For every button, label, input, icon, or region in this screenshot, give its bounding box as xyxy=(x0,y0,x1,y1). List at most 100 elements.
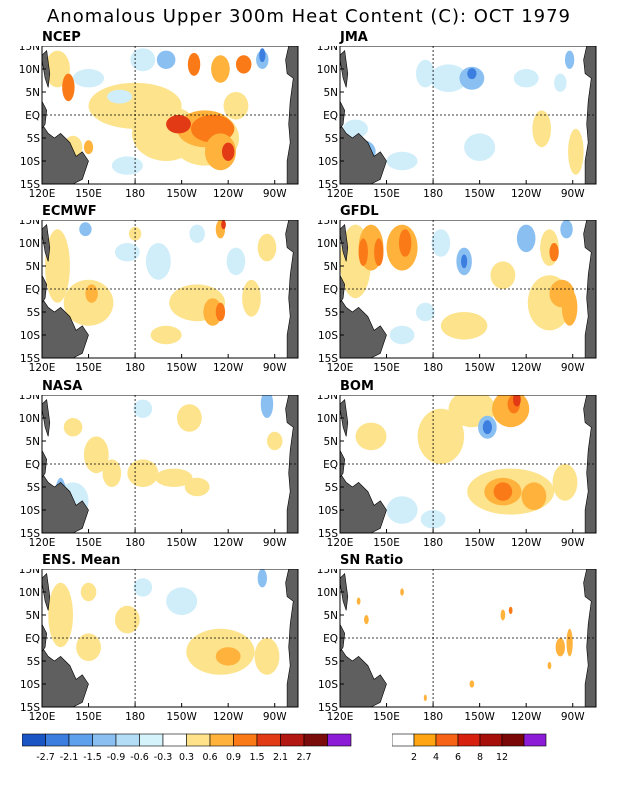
panel-title: ECMWF xyxy=(42,204,97,219)
anomaly-contour xyxy=(226,247,246,276)
anomaly-contour xyxy=(166,115,191,134)
lon-tick-label: 120E xyxy=(29,362,56,374)
lat-tick-label: 15S xyxy=(318,702,338,714)
anomaly-contour xyxy=(467,68,477,80)
anomaly-contour xyxy=(80,582,97,602)
anomaly-contour xyxy=(73,69,105,88)
colorbar-label: -1.5 xyxy=(83,752,102,763)
colorbar-label: 0.3 xyxy=(179,752,194,763)
lat-tick-label: 10N xyxy=(19,587,40,599)
anomaly-contour xyxy=(156,50,176,69)
lat-tick-label: 5S xyxy=(325,482,339,494)
lon-tick-label: 150W xyxy=(166,362,197,374)
panel-title: SN Ratio xyxy=(340,553,404,568)
anomaly-contour xyxy=(398,229,412,257)
colorbar-label: 1.5 xyxy=(249,752,264,763)
lon-tick-label: 120W xyxy=(213,188,244,200)
lat-tick-label: EQ xyxy=(25,459,40,471)
colorbar-swatch xyxy=(233,733,258,747)
colorbar-swatch xyxy=(413,733,437,747)
lon-tick-label: 150E xyxy=(75,711,102,723)
lat-tick-label: 10N xyxy=(317,587,338,599)
panel-title: NASA xyxy=(42,379,83,394)
colorbar-label: 12 xyxy=(496,752,508,763)
panel-title: BOM xyxy=(340,379,374,394)
anomaly-contour xyxy=(386,496,418,524)
lon-tick-label: 120W xyxy=(511,362,542,374)
colorbar-label: 4 xyxy=(433,752,439,763)
colorbar-label: 0.6 xyxy=(202,752,217,763)
land-mass xyxy=(42,472,89,533)
lon-tick-label: 150E xyxy=(373,711,400,723)
anomaly-contour xyxy=(356,597,361,605)
anomaly-contour xyxy=(254,638,280,675)
lat-tick-label: EQ xyxy=(323,110,338,122)
lat-tick-label: 15S xyxy=(20,528,40,540)
anomaly-contour xyxy=(431,229,451,257)
colorbar-swatch xyxy=(501,733,525,747)
colorbar-label: 2.7 xyxy=(296,752,311,763)
lat-tick-label: 15N xyxy=(19,569,40,576)
anomaly-contour xyxy=(555,638,565,657)
colorbar-label: 2.1 xyxy=(273,752,288,763)
anomaly-contour xyxy=(547,661,552,670)
anomaly-colorbar: -2.7 -2.1 -1.5 -0.9 -0.6 -0.3 0.3 0.6 0.9 1.5 2.1 2… xyxy=(22,733,352,763)
anomaly-contour xyxy=(500,609,506,621)
anomaly-contour xyxy=(440,312,488,340)
anomaly-contour xyxy=(45,50,70,88)
anomaly-contour xyxy=(187,52,201,76)
lon-tick-label: 120E xyxy=(327,188,354,200)
anomaly-contour xyxy=(416,302,435,322)
anomaly-contour xyxy=(566,628,573,657)
anomaly-contour xyxy=(364,615,369,625)
lat-tick-label: 15S xyxy=(318,353,338,365)
lon-tick-label: 180 xyxy=(423,188,443,200)
lon-tick-label: 120E xyxy=(327,362,354,374)
colorbar-label: -0.3 xyxy=(154,752,173,763)
anomaly-contour xyxy=(482,420,493,435)
lon-tick-label: 180 xyxy=(423,711,443,723)
lon-tick-label: 150E xyxy=(373,537,400,549)
colorbar-swatch xyxy=(209,733,234,747)
lat-tick-label: EQ xyxy=(323,284,338,296)
lon-tick-label: 150W xyxy=(464,362,495,374)
anomaly-contour xyxy=(521,482,547,510)
lat-tick-label: 5N xyxy=(323,610,338,622)
anomaly-contour xyxy=(554,73,567,92)
colorbar-label: -0.9 xyxy=(107,752,126,763)
anomaly-contour xyxy=(150,325,182,345)
colorbar-label: -2.1 xyxy=(60,752,79,763)
anomaly-contour xyxy=(63,279,114,326)
anomaly-contour xyxy=(111,156,143,175)
lon-tick-label: 180 xyxy=(125,537,145,549)
lat-tick-label: 10N xyxy=(19,64,40,76)
sn-ratio-colorbar: 2 4 6 8 12 xyxy=(392,733,547,763)
lon-tick-label: 180 xyxy=(125,362,145,374)
anomaly-contour xyxy=(184,477,210,497)
lat-tick-label: 5N xyxy=(323,87,338,99)
colorbar-swatch xyxy=(392,733,415,747)
anomaly-contour xyxy=(417,408,465,464)
lat-tick-label: 10N xyxy=(317,413,338,425)
lat-tick-label: 15N xyxy=(317,395,338,402)
anomaly-contour xyxy=(490,261,516,289)
anomaly-contour xyxy=(211,55,230,83)
lat-tick-label: EQ xyxy=(25,284,40,296)
lat-tick-label: 10S xyxy=(20,679,40,691)
anomaly-contour xyxy=(242,279,261,317)
lat-tick-label: 10S xyxy=(20,156,40,168)
lon-tick-label: 120E xyxy=(29,537,56,549)
anomaly-contour xyxy=(223,92,249,120)
lat-tick-label: 5S xyxy=(325,133,339,145)
lon-tick-label: 150E xyxy=(75,188,102,200)
lon-tick-label: 90W xyxy=(561,711,585,723)
lon-tick-label: 120W xyxy=(213,537,244,549)
lat-tick-label: 5N xyxy=(25,87,40,99)
anomaly-contour xyxy=(130,48,156,72)
lat-tick-label: 15N xyxy=(317,220,338,227)
anomaly-contour xyxy=(343,119,368,138)
